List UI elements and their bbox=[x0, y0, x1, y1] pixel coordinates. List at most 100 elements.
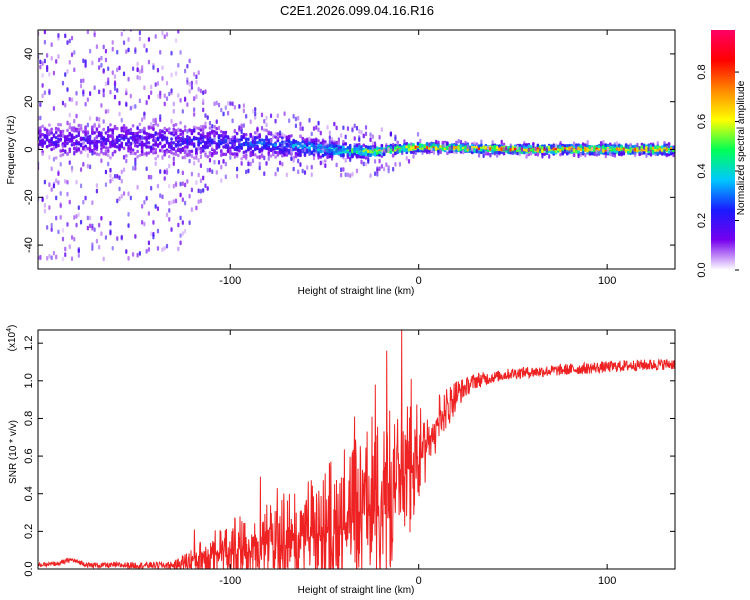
heatmap-cell bbox=[86, 97, 89, 102]
heatmap-cell bbox=[109, 123, 112, 127]
heatmap-cell bbox=[136, 184, 139, 190]
snr-y-tick-label: 0.0 bbox=[23, 561, 35, 576]
heatmap-cell bbox=[111, 46, 114, 52]
heatmap-cell bbox=[93, 32, 96, 38]
heatmap-cell bbox=[109, 128, 112, 132]
heatmap-cell bbox=[491, 150, 494, 154]
heatmap-cell bbox=[100, 231, 103, 237]
heatmap-cell bbox=[93, 227, 96, 232]
heatmap-cell bbox=[355, 125, 359, 131]
heatmap-cell bbox=[331, 136, 334, 142]
heatmap-cell bbox=[231, 144, 234, 148]
heatmap-cell bbox=[57, 140, 60, 144]
heatmap-cell bbox=[61, 152, 65, 157]
heatmap-cell bbox=[208, 126, 212, 130]
heatmap-cell bbox=[294, 151, 298, 156]
heatmap-cell bbox=[174, 128, 178, 133]
heatmap-cell bbox=[95, 183, 98, 188]
heatmap-cell bbox=[597, 150, 601, 155]
heatmap-cell bbox=[263, 118, 266, 124]
heatmap-cell bbox=[118, 65, 121, 71]
heatmap-cell bbox=[66, 69, 69, 74]
heatmap-cell bbox=[190, 153, 193, 159]
heatmap-cell bbox=[179, 128, 182, 133]
heatmap-cell bbox=[138, 142, 142, 147]
heatmap-cell bbox=[46, 22, 48, 27]
heatmap-cell bbox=[235, 131, 239, 136]
heatmap-cell bbox=[256, 140, 259, 145]
heatmap-cell bbox=[281, 150, 284, 154]
heatmap-cell bbox=[165, 167, 169, 173]
heatmap-cell bbox=[437, 143, 440, 148]
heatmap-cell bbox=[136, 61, 139, 67]
heatmap-cell bbox=[159, 90, 162, 96]
heatmap-cell bbox=[215, 119, 218, 124]
heatmap-cell bbox=[495, 150, 499, 155]
heatmap-cell bbox=[154, 161, 157, 166]
heatmap-cell bbox=[170, 72, 173, 78]
heatmap-cell bbox=[357, 151, 361, 155]
heatmap-cell bbox=[407, 159, 411, 164]
heatmap-cell bbox=[149, 125, 153, 130]
heatmap-cell bbox=[633, 144, 637, 149]
heatmap-cell bbox=[152, 147, 155, 151]
heatmap-cell bbox=[536, 143, 540, 148]
heatmap-cell bbox=[226, 101, 230, 106]
heatmap-cell bbox=[335, 148, 338, 153]
heatmap-cell bbox=[41, 93, 44, 99]
heatmap-cell bbox=[140, 147, 144, 151]
snr-x-ticks: -100 0 100 bbox=[219, 330, 616, 587]
heatmap-cell bbox=[611, 152, 614, 157]
heatmap-cell bbox=[147, 37, 151, 42]
heatmap-cell bbox=[333, 145, 336, 149]
heatmap-cell bbox=[152, 151, 155, 155]
heatmap-cell bbox=[109, 156, 112, 160]
heatmap-cell bbox=[213, 140, 216, 145]
heatmap-cell bbox=[527, 144, 531, 148]
heatmap-cell bbox=[649, 153, 653, 157]
heatmap-cell bbox=[312, 149, 316, 153]
heatmap-cell bbox=[127, 47, 130, 53]
heatmap-cell bbox=[77, 123, 81, 128]
heatmap-cell bbox=[122, 71, 126, 77]
heatmap-cell bbox=[179, 181, 182, 187]
heatmap-cell bbox=[233, 154, 236, 159]
heatmap-cell bbox=[145, 135, 148, 139]
heatmap-cell bbox=[606, 147, 610, 153]
heatmap-cell bbox=[143, 200, 146, 205]
heatmap-y-axis-label: Frequency (Hz) bbox=[6, 116, 17, 185]
heatmap-cell bbox=[299, 121, 302, 127]
heatmap-cell bbox=[536, 149, 540, 153]
heatmap-cell bbox=[389, 132, 392, 137]
heatmap-cell bbox=[229, 149, 232, 153]
heatmap-cell bbox=[618, 144, 621, 148]
heatmap-cell bbox=[665, 147, 669, 152]
heatmap-cell bbox=[265, 143, 268, 147]
heatmap-cell bbox=[102, 141, 105, 146]
heatmap-cell bbox=[491, 145, 494, 149]
heatmap-cell bbox=[50, 147, 53, 152]
heatmap-cell bbox=[353, 152, 357, 156]
heatmap-cell bbox=[163, 93, 166, 99]
heatmap-cell bbox=[167, 149, 171, 154]
heatmap-cell bbox=[145, 166, 148, 172]
heatmap-cell bbox=[342, 125, 345, 131]
heatmap-cell bbox=[249, 146, 252, 151]
heatmap-cell bbox=[109, 141, 112, 146]
heatmap-cell bbox=[190, 80, 193, 86]
heatmap-cell bbox=[57, 54, 60, 59]
heatmap-cell bbox=[113, 138, 117, 143]
heatmap-cell bbox=[167, 127, 171, 131]
heatmap-cell bbox=[290, 134, 293, 138]
heatmap-cell bbox=[269, 142, 273, 146]
snr-series-line bbox=[38, 330, 675, 569]
heatmap-cell bbox=[116, 49, 119, 55]
heatmap-cell bbox=[330, 143, 334, 147]
heatmap-cell bbox=[362, 133, 365, 139]
heatmap-cell bbox=[193, 96, 196, 101]
heatmap-cell bbox=[340, 167, 343, 172]
heatmap-cell bbox=[303, 138, 307, 143]
heatmap-cell bbox=[202, 175, 205, 181]
heatmap-cell bbox=[156, 206, 160, 212]
heatmap-cell bbox=[88, 144, 92, 149]
